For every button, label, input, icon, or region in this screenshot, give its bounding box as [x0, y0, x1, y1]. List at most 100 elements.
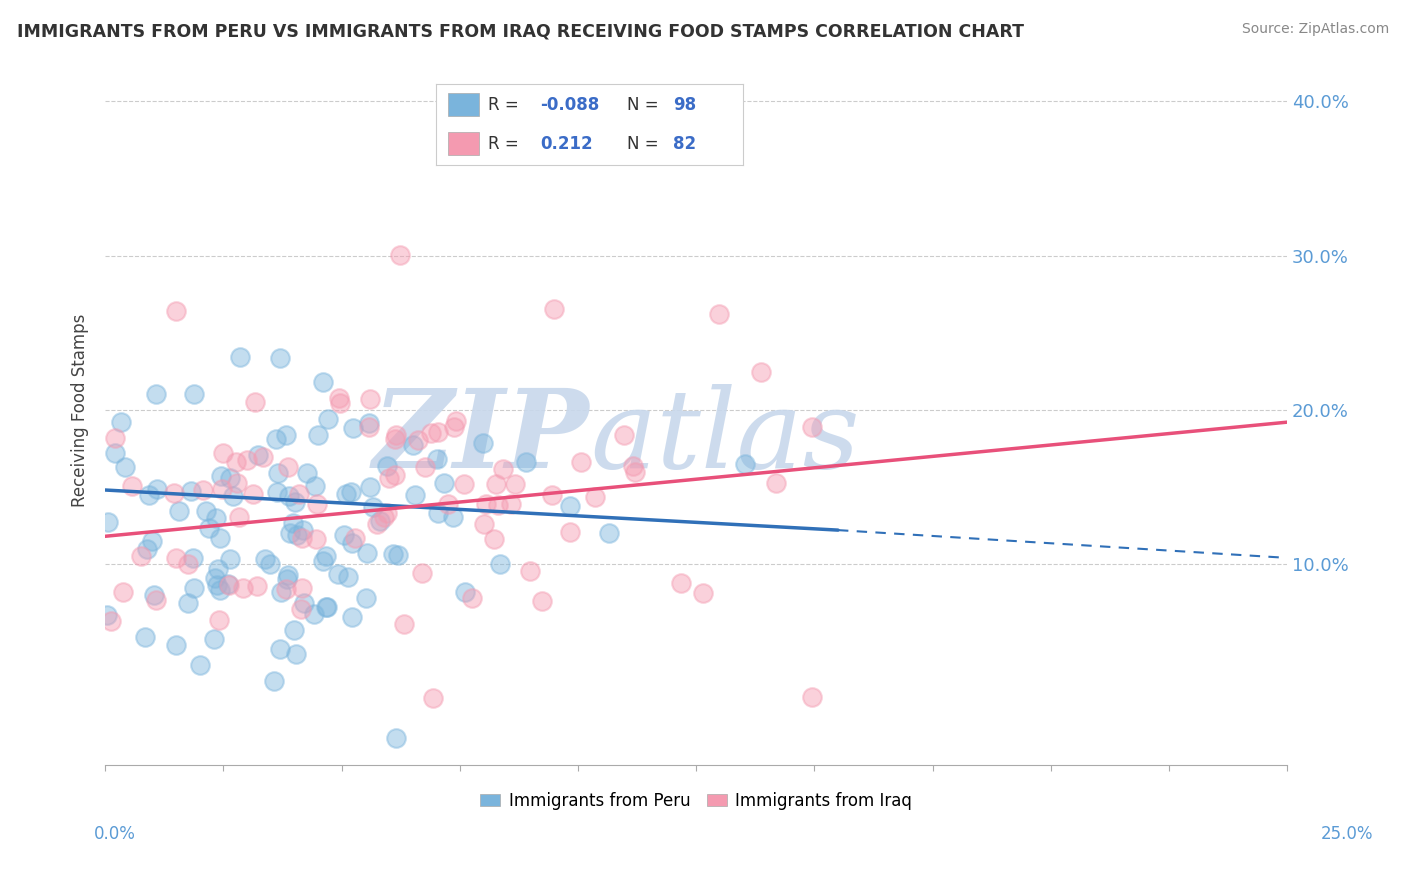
Point: [198, 521, 221, 535]
Point: [225, 454, 247, 468]
Point: [492, 462, 515, 476]
Point: [114, 459, 136, 474]
Point: [259, 557, 281, 571]
Point: [385, 428, 408, 442]
Point: [411, 566, 433, 580]
Point: [276, 572, 298, 586]
Point: [169, 503, 191, 517]
Point: [426, 425, 449, 439]
Point: [432, 476, 454, 491]
Point: [245, 579, 267, 593]
Point: [359, 480, 381, 494]
Point: [359, 392, 381, 407]
Point: [377, 507, 399, 521]
Point: [734, 457, 756, 471]
Point: [499, 497, 522, 511]
Point: [406, 434, 429, 448]
Point: [378, 471, 401, 485]
Point: [392, 616, 415, 631]
Point: [304, 607, 326, 622]
Point: [232, 581, 254, 595]
Point: [357, 420, 380, 434]
Point: [335, 487, 357, 501]
Point: [482, 532, 505, 546]
Point: [165, 638, 187, 652]
Point: [475, 497, 498, 511]
Point: [236, 452, 259, 467]
Point: [519, 564, 541, 578]
Point: [104, 446, 127, 460]
Point: [208, 613, 231, 627]
Point: [276, 428, 298, 442]
Point: [165, 551, 187, 566]
Point: [485, 477, 508, 491]
Legend: Immigrants from Peru, Immigrants from Iraq: Immigrants from Peru, Immigrants from Ir…: [474, 785, 918, 816]
Point: [263, 673, 285, 688]
Point: [162, 485, 184, 500]
Point: [453, 476, 475, 491]
Point: [613, 428, 636, 442]
Point: [277, 489, 299, 503]
Point: [377, 459, 399, 474]
Point: [422, 690, 444, 705]
Point: [382, 547, 405, 561]
Point: [413, 459, 436, 474]
Point: [211, 482, 233, 496]
Point: [209, 469, 232, 483]
Point: [290, 531, 312, 545]
Point: [333, 528, 356, 542]
Point: [621, 458, 644, 473]
Y-axis label: Receiving Food Stamps: Receiving Food Stamps: [72, 313, 89, 507]
Point: [97, 515, 120, 529]
Point: [142, 588, 165, 602]
Point: [284, 495, 307, 509]
Point: [749, 365, 772, 379]
Point: [141, 533, 163, 548]
Point: [515, 455, 537, 469]
Point: [304, 479, 326, 493]
Point: [207, 562, 229, 576]
Text: IMMIGRANTS FROM PERU VS IMMIGRANTS FROM IRAQ RECEIVING FOOD STAMPS CORRELATION C: IMMIGRANTS FROM PERU VS IMMIGRANTS FROM …: [17, 22, 1024, 40]
Point: [373, 510, 395, 524]
Point: [530, 594, 553, 608]
Point: [202, 632, 225, 646]
Point: [285, 647, 308, 661]
Point: [245, 395, 267, 409]
Text: 25.0%: 25.0%: [1320, 825, 1374, 843]
Point: [277, 459, 299, 474]
Point: [145, 592, 167, 607]
Point: [204, 571, 226, 585]
Point: [426, 451, 449, 466]
Point: [270, 585, 292, 599]
Point: [134, 630, 156, 644]
Point: [266, 485, 288, 500]
Point: [145, 482, 167, 496]
Point: [112, 585, 135, 599]
Point: [486, 499, 509, 513]
Point: [472, 436, 495, 450]
Point: [503, 477, 526, 491]
Point: [181, 551, 204, 566]
Point: [361, 500, 384, 514]
Point: [138, 488, 160, 502]
Point: [454, 584, 477, 599]
Point: [437, 497, 460, 511]
Point: [315, 599, 337, 614]
Point: [315, 549, 337, 564]
Point: [222, 489, 245, 503]
Point: [295, 466, 318, 480]
Point: [441, 509, 464, 524]
Point: [326, 566, 349, 581]
Point: [219, 471, 242, 485]
Point: [177, 557, 200, 571]
Point: [583, 490, 606, 504]
Point: [291, 524, 314, 538]
Point: [598, 526, 620, 541]
Point: [765, 475, 787, 490]
Point: [419, 425, 441, 440]
Point: [205, 578, 228, 592]
Point: [368, 514, 391, 528]
Point: [195, 504, 218, 518]
Point: [288, 487, 311, 501]
Point: [193, 483, 215, 497]
